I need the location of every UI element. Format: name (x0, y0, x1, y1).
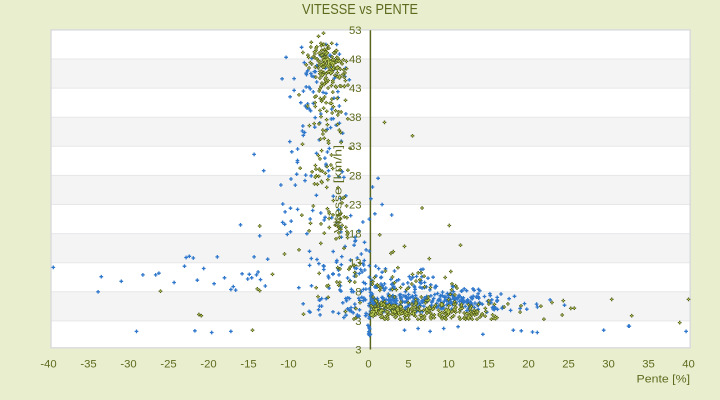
svg-text:-20: -20 (200, 359, 216, 371)
svg-text:-15: -15 (240, 359, 256, 371)
svg-text:38: 38 (349, 112, 362, 124)
svg-text:53: 53 (349, 25, 362, 37)
svg-text:23: 23 (349, 199, 362, 211)
svg-text:43: 43 (349, 83, 362, 95)
svg-text:25: 25 (562, 359, 575, 371)
svg-text:Vitesse [km/h]: Vitesse [km/h] (333, 145, 345, 233)
svg-text:28: 28 (349, 170, 362, 182)
svg-text:3: 3 (355, 345, 361, 357)
svg-text:35: 35 (642, 359, 655, 371)
svg-text:10: 10 (442, 359, 455, 371)
svg-text:Pente [%]: Pente [%] (637, 373, 691, 385)
svg-text:15: 15 (482, 359, 495, 371)
svg-text:33: 33 (349, 141, 362, 153)
svg-text:0: 0 (365, 359, 371, 371)
svg-text:-10: -10 (280, 359, 296, 371)
svg-text:-30: -30 (120, 359, 136, 371)
svg-text:5: 5 (405, 359, 411, 371)
svg-text:48: 48 (349, 54, 362, 66)
svg-text:20: 20 (522, 359, 535, 371)
svg-text:-5: -5 (323, 359, 333, 371)
svg-text:30: 30 (602, 359, 615, 371)
svg-text:18: 18 (349, 229, 362, 241)
svg-text:VITESSE vs PENTE: VITESSE vs PENTE (302, 2, 418, 18)
svg-text:-35: -35 (80, 359, 96, 371)
svg-text:13: 13 (349, 258, 362, 270)
svg-text:40: 40 (682, 359, 695, 371)
svg-text:3: 3 (355, 316, 361, 328)
svg-text:8: 8 (355, 287, 361, 299)
svg-text:-40: -40 (40, 359, 56, 371)
svg-text:-25: -25 (160, 359, 176, 371)
